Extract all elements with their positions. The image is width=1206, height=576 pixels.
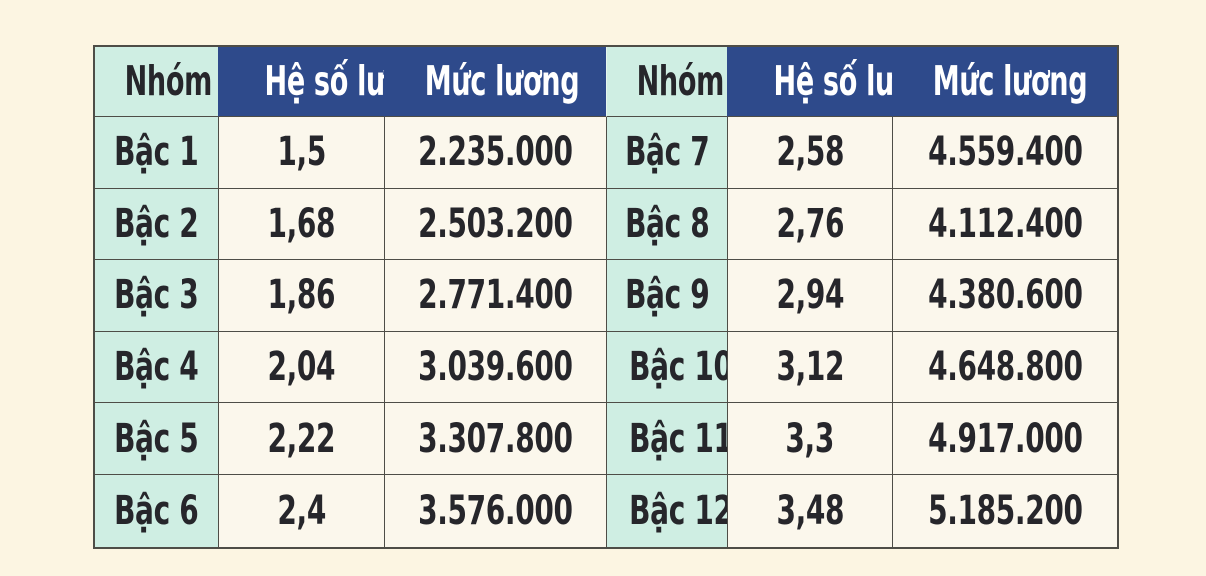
coefficient-cell: 1,5: [219, 117, 385, 189]
salary-cell: 4.559.400: [893, 117, 1117, 189]
table-header-row: Nhóm 3 Hệ số lương Mức lương Nhóm 3 Hệ s…: [95, 47, 1117, 117]
level-cell: Bậc 2: [95, 188, 219, 261]
level-label: Bậc 12: [629, 487, 728, 534]
coefficient-value: 1,86: [267, 272, 336, 319]
coefficient-cell: 3,48: [728, 474, 893, 547]
level-cell: Bậc 6: [95, 474, 219, 547]
table-row: Bậc 2 1,68 2.503.200 Bậc 8 2,76 4.112.40…: [95, 188, 1117, 261]
salary-value: 2.771.400: [418, 272, 573, 319]
coefficient-value: 1,68: [267, 200, 336, 247]
level-cell: Bậc 4: [95, 331, 219, 404]
salary-value: 3.039.600: [418, 344, 573, 391]
table-row: Bậc 3 1,86 2.771.400 Bậc 9 2,94 4.380.60…: [95, 260, 1117, 332]
header-salary-right: Mức lương: [893, 47, 1117, 117]
salary-cell: 4.648.800: [893, 331, 1117, 404]
salary-cell: 2.771.400: [385, 260, 607, 332]
level-label: Bậc 1: [114, 129, 199, 176]
level-label: Bậc 8: [625, 200, 710, 247]
header-coefficient-left-label: Hệ số lương: [264, 57, 385, 105]
salary-value: 4.648.800: [927, 344, 1083, 391]
coefficient-cell: 3,3: [728, 403, 893, 475]
coefficient-cell: 2,76: [728, 188, 893, 261]
level-cell: Bậc 8: [607, 188, 728, 261]
header-coefficient-right-label: Hệ số lương: [773, 57, 893, 105]
coefficient-value: 2,4: [277, 487, 326, 534]
salary-value: 5.185.200: [927, 487, 1083, 534]
coefficient-cell: 2,94: [728, 260, 893, 332]
salary-cell: 3.039.600: [385, 331, 607, 404]
header-group-right-label: Nhóm 3: [636, 57, 727, 105]
salary-value: 2.235.000: [418, 129, 573, 176]
header-salary-right-label: Mức lương: [932, 57, 1088, 105]
salary-table-nhom-3: Nhóm 3 Hệ số lương Mức lương Nhóm 3 Hệ s…: [93, 45, 1119, 549]
level-cell: Bậc 11: [607, 403, 728, 475]
coefficient-value: 3,12: [776, 344, 844, 391]
level-cell: Bậc 1: [95, 117, 219, 189]
coefficient-cell: 2,58: [728, 117, 893, 189]
salary-value: 4.917.000: [927, 415, 1083, 462]
level-cell: Bậc 3: [95, 260, 219, 332]
table-row: Bậc 4 2,04 3.039.600 Bậc 10 3,12 4.648.8…: [95, 331, 1117, 404]
salary-value: 3.307.800: [418, 415, 573, 462]
salary-value: 4.380.600: [927, 272, 1083, 319]
salary-cell: 3.307.800: [385, 403, 607, 475]
header-coefficient-right: Hệ số lương: [728, 47, 893, 117]
coefficient-cell: 2,4: [219, 474, 385, 547]
level-label: Bậc 10: [629, 344, 728, 391]
header-salary-left-label: Mức lương: [424, 57, 580, 105]
header-group-left-label: Nhóm 3: [124, 57, 218, 105]
table-row: Bậc 5 2,22 3.307.800 Bậc 11 3,3 4.917.00…: [95, 403, 1117, 475]
coefficient-value: 2,76: [776, 200, 844, 247]
level-label: Bậc 4: [114, 344, 199, 391]
salary-value: 4.112.400: [927, 200, 1083, 247]
header-salary-left: Mức lương: [385, 47, 607, 117]
table-row: Bậc 1 1,5 2.235.000 Bậc 7 2,58 4.559.400: [95, 117, 1117, 189]
salary-cell: 2.503.200: [385, 188, 607, 261]
coefficient-cell: 2,22: [219, 403, 385, 475]
level-cell: Bậc 7: [607, 117, 728, 189]
level-label: Bậc 11: [629, 415, 728, 462]
coefficient-cell: 3,12: [728, 331, 893, 404]
coefficient-cell: 2,04: [219, 331, 385, 404]
coefficient-value: 2,22: [267, 415, 336, 462]
coefficient-value: 2,58: [776, 129, 844, 176]
salary-value: 2.503.200: [418, 200, 573, 247]
level-label: Bậc 7: [625, 129, 710, 176]
level-label: Bậc 5: [114, 415, 199, 462]
header-group-right: Nhóm 3: [607, 47, 728, 117]
level-label: Bậc 3: [114, 272, 199, 319]
level-label: Bậc 6: [114, 487, 199, 534]
coefficient-cell: 1,68: [219, 188, 385, 261]
salary-cell: 3.576.000: [385, 474, 607, 547]
coefficient-value: 3,3: [785, 415, 835, 462]
salary-value: 3.576.000: [418, 487, 573, 534]
salary-cell: 2.235.000: [385, 117, 607, 189]
salary-cell: 4.917.000: [893, 403, 1117, 475]
table-row: Bậc 6 2,4 3.576.000 Bậc 12 3,48 5.185.20…: [95, 474, 1117, 547]
salary-value: 4.559.400: [927, 129, 1083, 176]
salary-cell: 5.185.200: [893, 474, 1117, 547]
level-label: Bậc 2: [114, 200, 199, 247]
coefficient-value: 2,04: [267, 344, 336, 391]
level-cell: Bậc 10: [607, 331, 728, 404]
coefficient-value: 1,5: [277, 129, 326, 176]
salary-cell: 4.112.400: [893, 188, 1117, 261]
salary-cell: 4.380.600: [893, 260, 1117, 332]
header-group-left: Nhóm 3: [95, 47, 219, 117]
coefficient-value: 3,48: [776, 487, 844, 534]
level-label: Bậc 9: [625, 272, 710, 319]
coefficient-cell: 1,86: [219, 260, 385, 332]
level-cell: Bậc 12: [607, 474, 728, 547]
header-coefficient-left: Hệ số lương: [219, 47, 385, 117]
level-cell: Bậc 5: [95, 403, 219, 475]
coefficient-value: 2,94: [776, 272, 844, 319]
level-cell: Bậc 9: [607, 260, 728, 332]
